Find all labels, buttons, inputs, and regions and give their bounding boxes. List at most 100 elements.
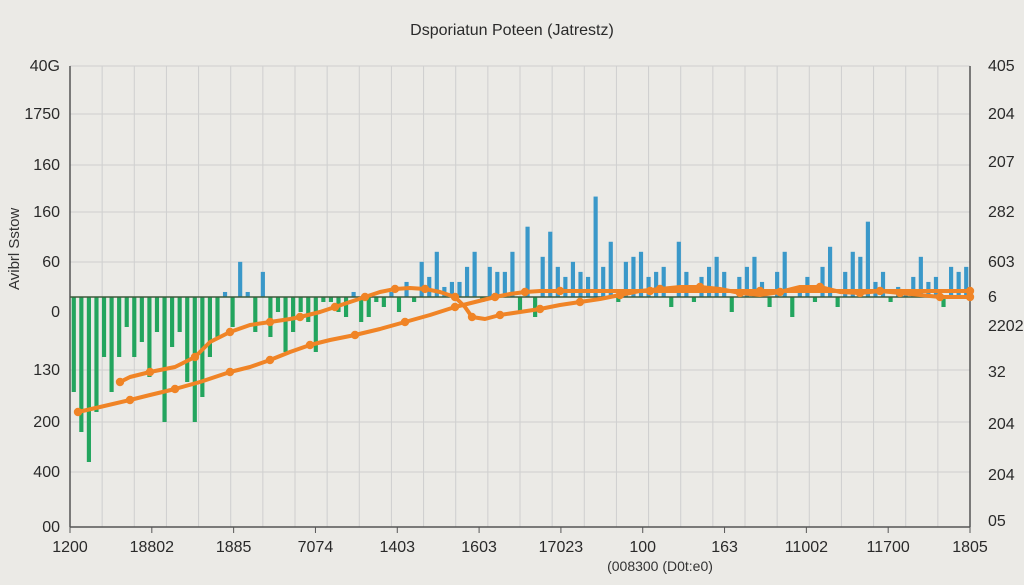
series-point-lower [755, 286, 765, 296]
x-tick-label: 11002 [785, 539, 828, 556]
y-left-tick-label: 00 [42, 519, 60, 536]
bar-positive [646, 276, 651, 297]
bar-positive [638, 251, 644, 297]
bar-negative [313, 297, 318, 352]
bar-positive [631, 256, 636, 297]
bar-negative [101, 297, 107, 357]
y-left-tick-label: 200 [33, 414, 60, 431]
y-left-tick-label: 1750 [24, 106, 60, 123]
series-point-lower [520, 287, 530, 297]
series-point-lower [350, 330, 360, 340]
bar-negative [669, 297, 674, 307]
x-tick-label: 18802 [130, 539, 175, 556]
bar-negative [117, 297, 122, 357]
bar-positive [684, 271, 689, 297]
bar-positive [495, 271, 500, 297]
bar-negative [185, 297, 190, 382]
series-point-lower [265, 355, 275, 365]
bar-positive [850, 251, 855, 297]
y-right-tick-label: 207 [988, 154, 1015, 171]
bar-negative [170, 297, 175, 347]
y-right-tick-label: 603 [988, 254, 1015, 271]
y-left-tick-label: 0 [51, 304, 60, 321]
series-point-upper [495, 310, 505, 320]
bar-negative [321, 297, 326, 302]
bar-positive [570, 261, 576, 297]
x-tick-label: 7074 [298, 539, 334, 556]
bar-positive [608, 241, 613, 297]
bar-positive [737, 276, 742, 297]
series-point-lower [225, 367, 235, 377]
x-tick-label: 1805 [952, 539, 988, 556]
bar-negative [275, 297, 281, 312]
bar-positive [911, 276, 916, 297]
bar-positive [540, 256, 545, 297]
bar-negative [517, 297, 523, 312]
x-tick-label: 1200 [52, 539, 88, 556]
series-point-upper [145, 367, 155, 377]
series-point-upper [467, 312, 477, 322]
y-right-tick-label: 204 [988, 467, 1015, 484]
series-point-lower [400, 317, 410, 327]
bar-negative [162, 297, 167, 422]
x-tick-label: 1603 [461, 539, 497, 556]
bar-negative [412, 297, 417, 302]
bar-positive [964, 266, 969, 297]
bar-negative [71, 297, 76, 392]
series-point-upper [965, 292, 975, 302]
bar-negative [306, 297, 311, 322]
series-point-lower [645, 286, 655, 296]
series-point-upper [225, 327, 235, 337]
bar-positive [956, 271, 961, 297]
y-right-tick-label: 204 [988, 106, 1015, 123]
y-left-tick-label: 130 [33, 362, 60, 379]
bar-positive [828, 246, 833, 297]
bar-positive [744, 266, 749, 297]
bar-positive [593, 196, 598, 297]
series-point-lower [965, 286, 975, 296]
bar-negative [812, 297, 818, 302]
x-tick-label: 1403 [379, 539, 415, 556]
series-point-lower [555, 286, 565, 296]
series-point-upper [450, 292, 460, 302]
bar-negative [283, 297, 288, 352]
bar-negative [691, 297, 697, 302]
y-left-tick-label: 60 [42, 254, 60, 271]
bar-negative [291, 297, 296, 332]
bar-negative [139, 297, 144, 342]
bar-positive [555, 266, 560, 297]
bar-positive [548, 231, 553, 297]
x-tick-label: 100 [629, 539, 656, 556]
series-point-lower [305, 340, 315, 350]
bar-positive [472, 251, 477, 297]
series-point-lower [125, 395, 135, 405]
bar-negative [109, 297, 114, 392]
bar-negative [941, 297, 946, 307]
series-point-lower [490, 292, 500, 302]
x-tick-label: 17023 [539, 539, 584, 556]
bar-negative [790, 297, 795, 317]
y-right-tick-label: 405 [988, 58, 1015, 75]
bar-positive [510, 251, 515, 297]
bar-negative [207, 297, 212, 357]
y-right-tick-label: 05 [988, 513, 1006, 530]
bar-negative [381, 297, 386, 307]
series-point-upper [115, 377, 125, 387]
bar-positive [880, 271, 886, 297]
x-axis-title: (008300 (D0t:e0) [607, 558, 713, 574]
bar-positive [933, 276, 939, 297]
bar-negative [94, 297, 99, 412]
bar-negative [268, 297, 273, 337]
bar-negative [298, 297, 303, 312]
x-tick-label: 11700 [867, 539, 910, 556]
series-point-lower [450, 302, 460, 312]
bar-positive [502, 271, 507, 297]
bar-negative [359, 297, 364, 322]
bar-positive [245, 291, 250, 297]
y-right-tick-label: 32 [988, 364, 1006, 381]
bar-positive [676, 241, 681, 297]
bar-negative [729, 297, 734, 312]
bar-positive [525, 226, 530, 297]
